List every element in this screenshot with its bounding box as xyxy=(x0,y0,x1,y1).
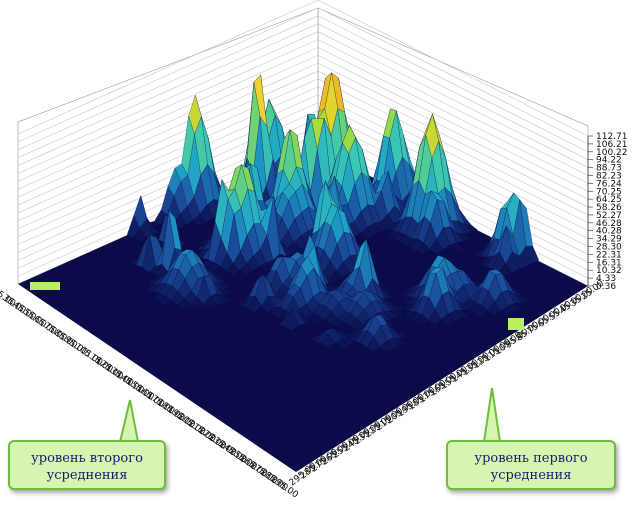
callout-right-tail xyxy=(482,387,502,443)
surface-cell xyxy=(500,306,514,317)
z-tick-label: 4.33 xyxy=(596,274,616,284)
surface-cell xyxy=(311,315,326,325)
callout-left-tail xyxy=(118,399,140,443)
surface-cell xyxy=(487,301,501,316)
z-tick-label: 106.21 xyxy=(596,140,628,150)
z-tick-label: 112.71 xyxy=(596,132,628,142)
z-tick-label: 82.23 xyxy=(596,171,622,181)
z-tick-label: 40.28 xyxy=(596,227,622,237)
z-tick-label: 34.29 xyxy=(596,235,622,245)
z-tick-label: 70.25 xyxy=(596,187,622,197)
surface-cell xyxy=(366,337,381,353)
callout-right-line-1: уровень первого xyxy=(474,451,588,466)
z-tick-label: 94.22 xyxy=(596,156,622,166)
callout-right-line-2: усреднения xyxy=(490,468,572,483)
z-tick-label: 46.28 xyxy=(596,219,622,229)
z-tick-label: 58.26 xyxy=(596,203,622,213)
surface-cell xyxy=(360,227,374,239)
surface-cell xyxy=(285,307,299,331)
surface-cell xyxy=(177,298,191,309)
surface-cell xyxy=(259,262,273,273)
surface-cell xyxy=(379,340,394,353)
callout-left-line-2: усреднения xyxy=(46,468,128,483)
z-axis: 0.364.3310.3216.3122.3128.3034.2940.2846… xyxy=(587,132,628,292)
z-tick-label: 0.36 xyxy=(596,282,616,292)
surface-cell xyxy=(429,238,443,255)
z-tick-label: 100.22 xyxy=(596,148,628,158)
z-tick-label: 76.24 xyxy=(596,179,622,189)
right-level-marker xyxy=(508,318,524,330)
surface-cell xyxy=(428,309,442,325)
surface-cell xyxy=(330,318,345,328)
z-tick-label: 10.32 xyxy=(596,266,622,276)
surface-mesh xyxy=(126,72,540,353)
surface-cell xyxy=(158,296,172,306)
surface-cell xyxy=(193,213,207,227)
z-tick-label: 52.27 xyxy=(596,211,622,221)
surface-cell xyxy=(226,263,240,276)
surface-cell xyxy=(416,242,430,255)
surface-cell xyxy=(449,242,463,252)
z-tick-label: 88.73 xyxy=(596,164,622,174)
surface-cell xyxy=(321,334,336,349)
surface-cell xyxy=(133,227,147,242)
callout-left-line-1: уровень второго xyxy=(31,451,143,466)
left-level-marker xyxy=(30,282,60,290)
surface-cell xyxy=(190,297,204,309)
surface-cell xyxy=(441,313,455,326)
surface-cell xyxy=(203,296,217,310)
z-tick-label: 28.30 xyxy=(596,243,622,253)
surface-cell xyxy=(239,263,253,276)
surface-cell xyxy=(415,314,429,326)
callout-right: уровень первого усреднения xyxy=(446,440,616,490)
z-tick-label: 22.31 xyxy=(596,250,622,260)
z-tick-label: 64.25 xyxy=(596,195,622,205)
surface-cell xyxy=(474,305,488,317)
z-tick-label: 16.31 xyxy=(596,258,622,268)
callout-left: уровень второго усреднения xyxy=(8,440,166,490)
surface-cell xyxy=(334,338,349,350)
surface-cell xyxy=(248,296,262,313)
